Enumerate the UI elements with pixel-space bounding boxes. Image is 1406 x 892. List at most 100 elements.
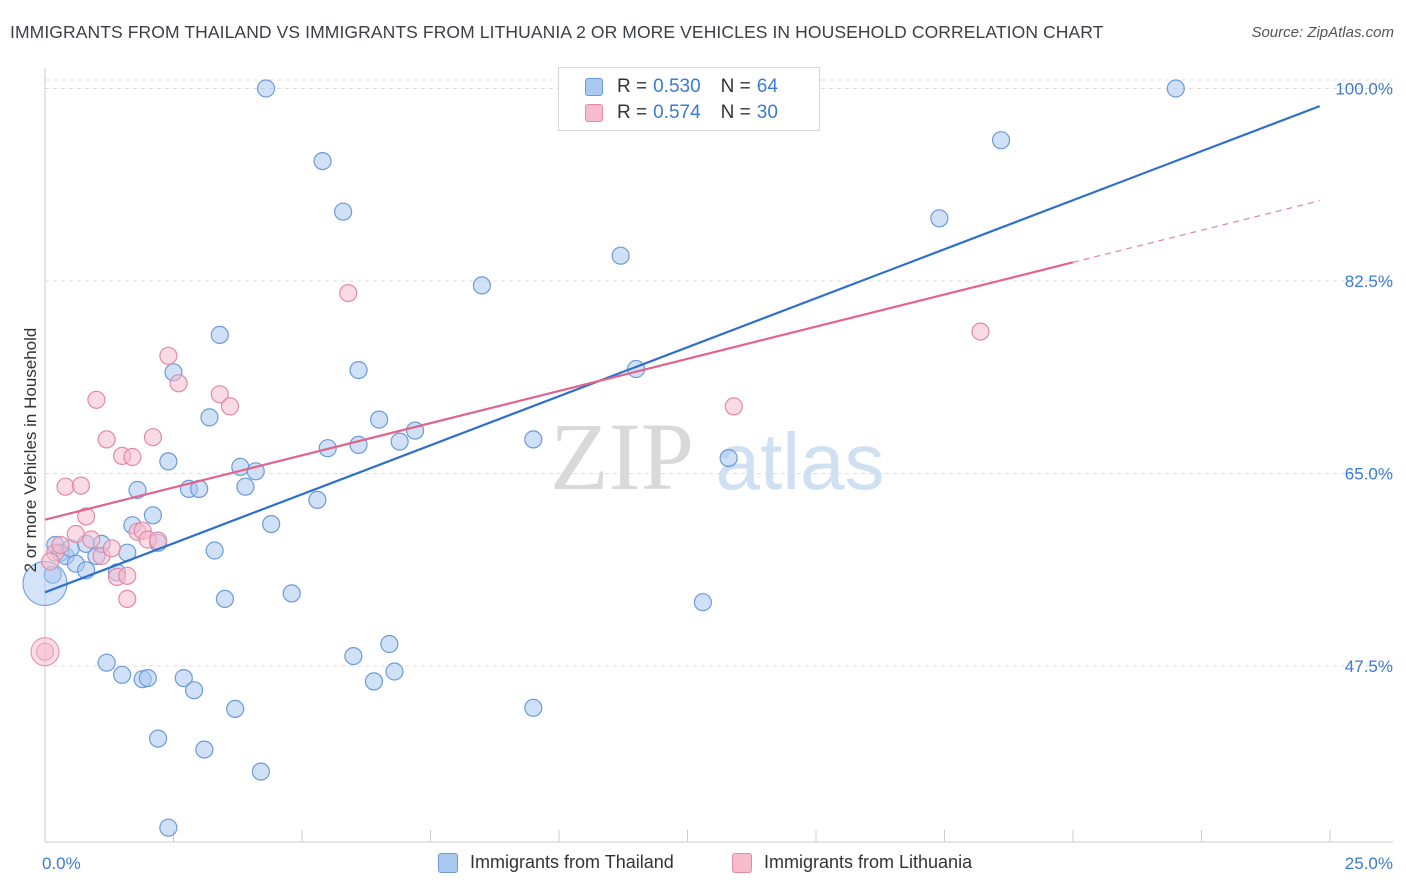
lithuania-point [51,535,70,555]
thailand-point [226,699,245,719]
thailand-point [308,490,327,509]
thailand-trend-line [44,105,1321,594]
tick-labels: 47.5% 65.0% 82.5% 100.0% 0.0% 25.0% [42,80,1393,874]
lithuania-point [339,284,358,303]
legend-swatch-thailand [585,78,603,96]
x-tick-label: 0.0% [42,854,81,873]
thailand-point [282,584,301,603]
thailand-point [719,449,738,468]
watermark: ZIP atlas [550,403,884,510]
thailand-point [370,410,389,429]
thailand-point [334,202,353,221]
bottom-legend-thailand: Immigrants from Thailand [438,852,674,873]
thailand-point [390,432,409,451]
legend-n-value: 30 [756,102,778,123]
x-tick-label: 25.0% [1345,854,1393,873]
lithuania-point [123,447,142,467]
source-credit: Source: ZipAtlas.com [1251,24,1394,41]
thailand-point [380,634,399,654]
y-tick-label: 47.5% [1345,657,1393,676]
lithuania-trend-line [44,261,1074,521]
lithuania-point [169,374,188,393]
watermark-atlas: atlas [716,417,885,506]
thailand-point [349,361,368,380]
legend: R = 0.530 N = 64 R = 0.574 N = 30 [558,67,820,131]
lithuania-point [97,430,116,449]
thailand-point [524,698,543,717]
bottom-legend-lithuania: Immigrants from Lithuania [732,852,972,873]
thailand-point [991,131,1011,150]
y-tick-label: 65.0% [1345,465,1393,484]
thailand-point [524,430,543,449]
thailand-point [344,646,363,666]
thailand-point [148,729,168,748]
bottom-legend-label-thailand: Immigrants from Thailand [470,852,674,872]
thailand-point [251,762,270,781]
thailand-point [236,477,255,496]
watermark-zip: ZIP [550,403,694,510]
series-lithuania-points [30,284,990,667]
legend-n-value: 64 [756,76,778,97]
lithuania-point [159,346,178,365]
y-tick-label: 100.0% [1335,80,1393,99]
thailand-point [143,506,163,525]
lithuania-point [71,476,91,495]
thailand-point [174,668,193,688]
legend-row-lithuania: R = 0.574 N = 30 [585,101,778,125]
legend-row-thailand: R = 0.530 N = 64 [585,75,778,99]
lithuania-point [971,322,990,341]
legend-n-label: N = [720,102,751,123]
thailand-point [364,672,384,691]
thailand-point [693,593,713,612]
lithuania-point [220,397,240,416]
lithuania-point [118,589,137,609]
legend-r-value: 0.530 [653,76,701,97]
thailand-point [159,452,178,471]
thailand-point [195,740,214,759]
lithuania-point-large [30,637,60,667]
y-tick-label: 82.5% [1345,272,1393,291]
lithuania-trend-extension [1072,200,1320,263]
bottom-legend-label-lithuania: Immigrants from Lithuania [764,852,973,872]
lithuania-point [87,390,106,409]
lithuania-point [210,385,229,404]
lithuania-point [102,539,121,558]
lithuania-point [724,397,743,416]
grid-lines [45,79,1393,667]
thailand-point [262,514,281,534]
lithuania-point [41,552,60,571]
legend-r-value: 0.574 [653,102,701,123]
lithuania-point [118,566,137,585]
lithuania-point [66,524,85,544]
chart-title: IMMIGRANTS FROM THAILAND VS IMMIGRANTS F… [10,22,1104,42]
thailand-point [205,541,224,560]
thailand-point [385,662,404,681]
thailand-point [930,209,949,228]
legend-r-label: R = [617,76,648,97]
thailand-point [159,818,178,837]
thailand-point [1166,79,1185,98]
lithuania-point [82,530,101,549]
thailand-point [313,152,332,171]
thailand-point [215,589,234,609]
y-axis-label: 2 or more Vehicles in Household [21,327,40,573]
bottom-legend-swatch-lithuania [732,852,752,873]
thailand-point [97,653,116,672]
lithuania-point [143,428,163,447]
thailand-point [128,480,147,500]
axes [44,68,1393,843]
legend-swatch-lithuania [585,104,603,122]
y-axis-label-wrap: 2 or more Vehicles in Household [16,290,46,610]
thailand-point [611,246,630,265]
thailand-point [256,79,276,98]
thailand-point [210,325,229,344]
legend-n-label: N = [720,76,751,97]
lithuania-point [56,477,75,496]
thailand-point [200,408,219,427]
trend-lines [44,105,1321,594]
bottom-legend-swatch-thailand [438,852,458,873]
thailand-point [184,681,204,700]
legend-r-label: R = [617,102,648,123]
lithuania-point [77,507,96,526]
